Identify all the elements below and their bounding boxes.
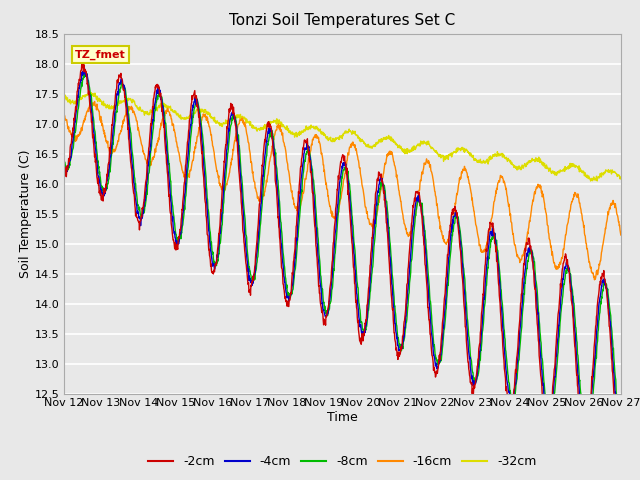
Line: -2cm: -2cm — [64, 62, 621, 458]
X-axis label: Time: Time — [327, 411, 358, 424]
-32cm — [171, 109, 179, 115]
-32cm — [617, 176, 625, 181]
-16cm — [184, 171, 192, 177]
-16cm — [60, 112, 68, 118]
-8cm — [551, 385, 559, 391]
Line: -16cm: -16cm — [64, 101, 621, 280]
-32cm — [246, 119, 254, 125]
-32cm — [587, 178, 595, 184]
-8cm — [171, 221, 179, 227]
-8cm — [616, 437, 624, 443]
-16cm — [591, 277, 598, 283]
-4cm — [617, 446, 625, 452]
-16cm — [551, 264, 559, 270]
-16cm — [246, 155, 254, 160]
-16cm — [429, 177, 437, 182]
-2cm — [246, 292, 254, 298]
-32cm — [502, 156, 509, 162]
-2cm — [429, 360, 437, 365]
-4cm — [429, 347, 437, 352]
-8cm — [429, 333, 437, 339]
-2cm — [79, 60, 87, 65]
-2cm — [617, 455, 625, 461]
-16cm — [91, 98, 99, 104]
-2cm — [551, 361, 559, 367]
-4cm — [184, 151, 192, 156]
-4cm — [171, 229, 179, 235]
-2cm — [502, 388, 509, 394]
-4cm — [502, 366, 509, 372]
-32cm — [87, 90, 95, 96]
Title: Tonzi Soil Temperatures Set C: Tonzi Soil Temperatures Set C — [229, 13, 456, 28]
-32cm — [551, 172, 559, 178]
-8cm — [502, 348, 509, 354]
-32cm — [429, 146, 437, 152]
-16cm — [617, 232, 625, 238]
-8cm — [60, 155, 68, 160]
Y-axis label: Soil Temperature (C): Soil Temperature (C) — [19, 149, 31, 278]
-16cm — [171, 129, 179, 135]
-8cm — [184, 164, 192, 170]
Line: -4cm: -4cm — [64, 69, 621, 449]
-8cm — [246, 271, 254, 277]
-2cm — [184, 135, 192, 141]
Line: -32cm: -32cm — [64, 93, 621, 181]
-8cm — [617, 436, 625, 442]
Line: -8cm: -8cm — [64, 73, 621, 440]
-8cm — [82, 70, 90, 76]
-4cm — [60, 167, 68, 172]
-32cm — [60, 94, 68, 99]
-4cm — [551, 374, 559, 380]
-32cm — [184, 114, 192, 120]
-16cm — [502, 187, 509, 192]
-2cm — [60, 171, 68, 177]
-4cm — [81, 66, 88, 72]
Legend: -2cm, -4cm, -8cm, -16cm, -32cm: -2cm, -4cm, -8cm, -16cm, -32cm — [143, 450, 541, 473]
Text: TZ_fmet: TZ_fmet — [75, 50, 126, 60]
-2cm — [171, 245, 179, 251]
-4cm — [246, 279, 254, 285]
